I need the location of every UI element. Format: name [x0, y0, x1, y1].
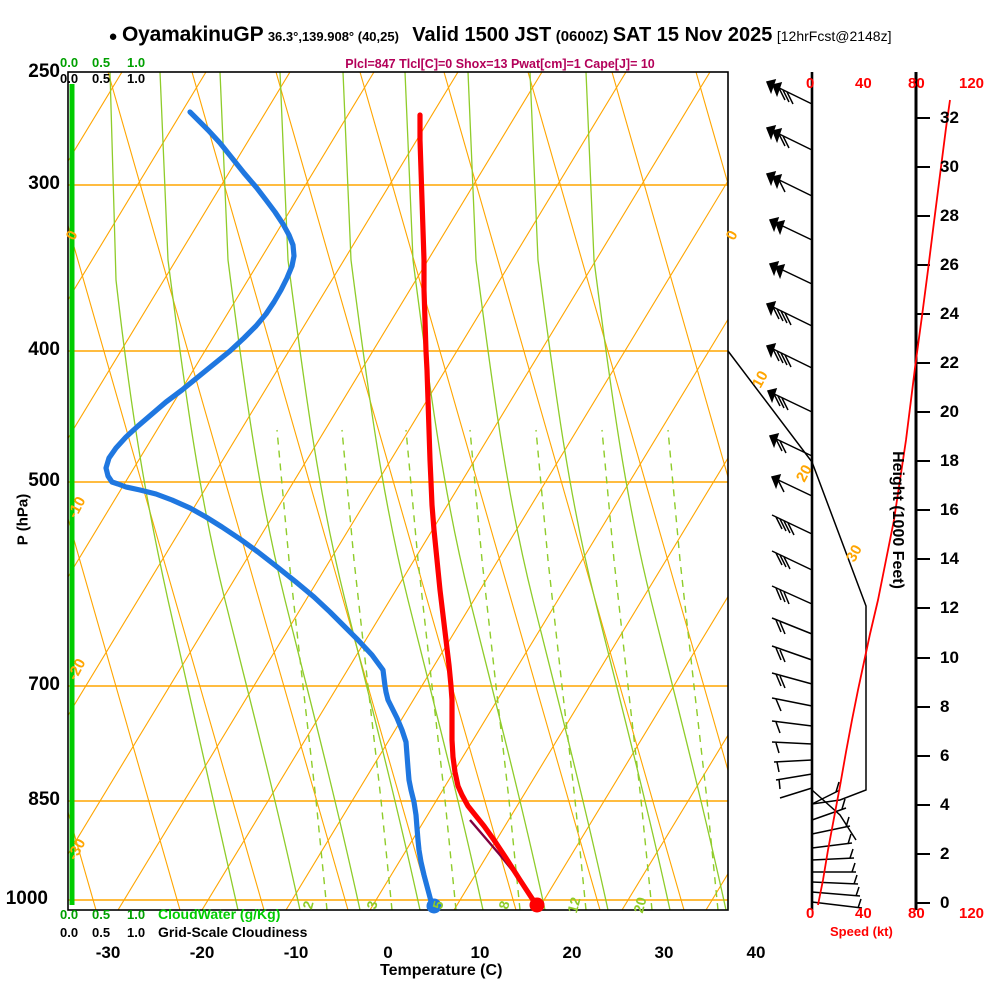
pressure-tick: 400	[28, 339, 60, 360]
height-tick: 6	[940, 746, 950, 765]
speed-tick-top: 120	[959, 75, 985, 92]
height-axis-ticks	[916, 117, 930, 904]
height-tick: 32	[940, 108, 959, 127]
temperature-tick: -10	[283, 943, 309, 962]
height-axis-label: Height (1000 Feet)	[889, 451, 906, 589]
temperature-curve	[417, 112, 538, 906]
cloudwater-scale-value: 1.0	[127, 907, 146, 922]
height-tick: 26	[940, 255, 959, 274]
mixing-ratio-lines	[276, 429, 719, 910]
dry-adiabat-lines	[68, 72, 728, 910]
height-tick: 2	[940, 844, 950, 863]
temperature-surface-dot	[529, 897, 545, 913]
speed-axis-frame	[811, 72, 917, 86]
speed-tick-top: 40	[855, 75, 872, 92]
sounding-stats: Plcl=847 Tlcl[C]=0 Shox=13 Pwat[cm]=1 Ca…	[345, 57, 655, 71]
wind-speed-curve	[817, 99, 951, 906]
speed-axis-label: Speed (kt)	[830, 924, 893, 939]
forecast-stamp: [12hrFcst@2148z]	[776, 28, 892, 44]
plot-frame	[67, 71, 729, 911]
dewpoint-surface-dot	[426, 898, 442, 914]
height-tick: 18	[940, 451, 959, 470]
temperature-tick: 0	[383, 943, 393, 962]
mixing-ratio-label: 20	[630, 895, 650, 915]
chart-header: ● OyamakinuGP 36.3°,139.908° (40,25) Val…	[0, 24, 1000, 45]
cloudwater-scale-value: 0.5	[92, 907, 111, 922]
cloudwater-scale-value: 0.0	[60, 55, 79, 70]
temperature-tick: 40	[746, 943, 766, 962]
height-tick: 4	[940, 795, 950, 814]
speed-tick-bottom: 120	[959, 905, 985, 922]
temperature-tick: 20	[562, 943, 582, 962]
speed-tick-top: 0	[806, 75, 815, 92]
height-tick: 8	[940, 697, 950, 716]
cloudwater-legend: CloudWater (g/Kg)	[158, 906, 281, 922]
height-tick: 12	[940, 598, 959, 617]
speed-tick-bottom: 40	[855, 905, 872, 922]
height-tick: 22	[940, 353, 959, 372]
cloudwater-scale-value: 1.0	[127, 55, 146, 70]
mixing-ratio-label: 12	[564, 895, 584, 915]
cloudiness-scale-value: 0.0	[60, 71, 79, 86]
height-tick: 24	[940, 304, 959, 323]
height-tick: 20	[940, 402, 959, 421]
height-tick: 30	[940, 157, 959, 176]
speed-tick-bottom: 80	[908, 905, 925, 922]
height-tick: 14	[940, 549, 959, 568]
isobar-lines	[68, 184, 728, 901]
pressure-tick: 250	[28, 61, 60, 82]
station-bullet-icon: ●	[108, 28, 118, 45]
height-tick: 28	[940, 206, 959, 225]
temperature-tick: 10	[470, 943, 490, 962]
cloudiness-legend: Grid-Scale Cloudiness	[158, 924, 308, 940]
temperature-tick: -20	[189, 943, 215, 962]
station-name: OyamakinuGP	[122, 23, 264, 46]
cloudiness-scale-value: 0.5	[92, 71, 111, 86]
speed-tick-bottom: 0	[806, 905, 815, 922]
pressure-tick: 300	[28, 173, 60, 194]
cloudiness-scale-value: 0.0	[60, 925, 79, 940]
temperature-tick: 30	[654, 943, 674, 962]
valid-date: SAT 15 Nov 2025	[612, 24, 773, 46]
station-coordinates: 36.3°,139.908° (40,25)	[267, 29, 399, 44]
cloudwater-scale-value: 0.5	[92, 55, 111, 70]
cloudiness-scale-value: 1.0	[127, 925, 146, 940]
cloudwater-scale-value: 0.0	[60, 907, 79, 922]
valid-time: Valid 1500 JST	[412, 24, 552, 46]
cloudiness-scale-value: 0.5	[92, 925, 111, 940]
temperature-tick: -30	[95, 943, 121, 962]
cloudiness-scale-value: 1.0	[127, 71, 146, 86]
pressure-tick: 1000	[5, 888, 48, 909]
pressure-tick: 500	[28, 470, 60, 491]
height-tick: 0	[940, 893, 950, 912]
pressure-tick: 700	[28, 674, 60, 695]
temperature-axis-label: Temperature (C)	[380, 962, 503, 979]
pressure-axis-label: P (hPa)	[14, 493, 32, 546]
height-tick: 16	[940, 500, 959, 519]
wind-barbs	[765, 78, 863, 909]
height-tick: 10	[940, 648, 959, 667]
dewpoint-curve	[103, 109, 435, 908]
valid-time-utc: (0600Z)	[555, 28, 609, 45]
wind-envelope-lines	[727, 350, 867, 841]
speed-tick-top: 80	[908, 75, 925, 92]
pressure-tick: 850	[28, 789, 60, 810]
